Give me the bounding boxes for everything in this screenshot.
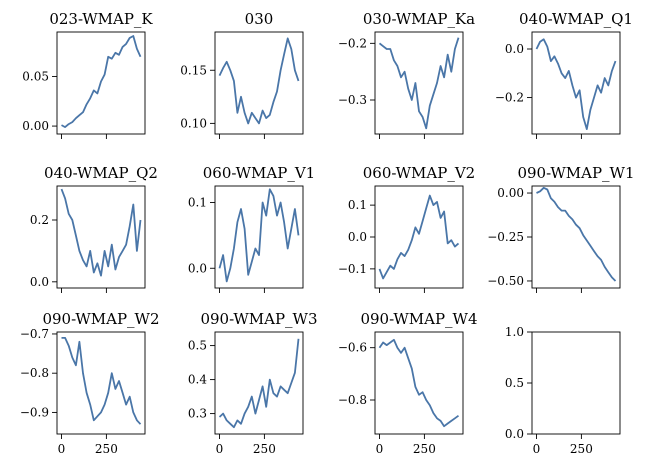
subplot-10: 090-WMAP_W3 0.3 0.4 0.5 0 250 [188, 310, 318, 456]
y-tick-label: 1.0 [505, 325, 524, 339]
axes-frame [531, 331, 621, 435]
y-tick-label: 0.4 [188, 373, 207, 387]
y-tick-label: −0.25 [487, 230, 524, 244]
y-tick-label: −0.8 [20, 366, 49, 380]
subplot-1: 023-WMAP_K 0.00 0.05 [22, 10, 153, 139]
x-tick-label: 0 [58, 442, 66, 456]
y-tick-label: 0.0 [30, 275, 49, 289]
y-tick-label: −0.8 [338, 393, 367, 407]
series-line [60, 188, 142, 277]
subplot-title: 040-WMAP_Q1 [519, 10, 633, 28]
y-tick-label: 0.0 [505, 42, 524, 56]
series-line [378, 338, 460, 428]
axes-frame [374, 331, 464, 435]
y-tick-label: 0.05 [22, 70, 49, 84]
y-tick-label: −0.2 [338, 36, 367, 50]
subplot-9: 090-WMAP_W2 −0.9 −0.8 −0.7 0 250 [20, 310, 160, 456]
series-line [378, 37, 460, 130]
axes-frame [531, 185, 621, 289]
axes-frame [56, 185, 146, 289]
y-tick-label: −0.6 [338, 341, 367, 355]
subplot-title: 030-WMAP_Ka [363, 10, 475, 28]
axes-frame [214, 31, 304, 135]
axes-frame [214, 185, 304, 289]
subplot-title: 090-WMAP_W1 [517, 164, 634, 182]
x-tick-label: 250 [253, 442, 276, 456]
subplot-11: 090-WMAP_W4 −0.8 −0.6 0 250 [338, 310, 478, 456]
subplot-5: 040-WMAP_Q2 0.0 0.2 [30, 164, 158, 293]
subplot-7: 060-WMAP_V2 −0.1 0.0 0.1 [338, 164, 475, 293]
subplot-title: 090-WMAP_W4 [360, 310, 477, 328]
x-tick-label: 250 [413, 442, 436, 456]
subplot-6: 060-WMAP_V1 0.0 0.1 [188, 164, 315, 293]
axes-frame [374, 31, 464, 135]
y-tick-label: 0.0 [505, 427, 524, 441]
y-tick-label: 0.5 [188, 339, 207, 353]
y-tick-label: 0.3 [188, 407, 207, 421]
series-line [378, 194, 460, 280]
subplot-title: 090-WMAP_W2 [42, 310, 159, 328]
subplot-title: 090-WMAP_W3 [200, 310, 317, 328]
x-tick-label: 250 [570, 442, 593, 456]
subplot-title: 040-WMAP_Q2 [44, 164, 158, 182]
series-line [218, 338, 300, 429]
x-tick-label: 0 [216, 442, 224, 456]
x-tick-label: 0 [376, 442, 384, 456]
y-tick-label: −0.9 [20, 405, 49, 419]
axes-frame [56, 331, 146, 435]
subplot-2: 030 0.10 0.15 [180, 10, 304, 139]
y-tick-label: −0.2 [495, 91, 524, 105]
y-tick-label: −0.3 [338, 93, 367, 107]
y-tick-label: 0.1 [188, 195, 207, 209]
axes-frame [531, 31, 621, 135]
y-tick-label: 0.1 [348, 198, 367, 212]
axes-frame [56, 31, 146, 135]
y-tick-label: −0.7 [20, 327, 49, 341]
y-tick-label: 0.00 [497, 186, 524, 200]
y-tick-label: 0.5 [505, 376, 524, 390]
series-line [61, 337, 142, 425]
series-line [536, 186, 617, 282]
subplot-3: 030-WMAP_Ka −0.3 −0.2 [338, 10, 475, 139]
y-tick-label: 0.0 [188, 261, 207, 275]
y-tick-label: −0.1 [338, 262, 367, 276]
subplot-8: 090-WMAP_W1 −0.50 −0.25 0.00 [487, 164, 635, 293]
axes-frame [374, 185, 464, 289]
y-tick-label: 0.00 [22, 119, 49, 133]
subplot-title: 060-WMAP_V1 [203, 164, 315, 182]
y-tick-label: −0.50 [487, 274, 524, 288]
subplot-title: 030 [245, 10, 274, 28]
y-tick-label: 0.0 [348, 230, 367, 244]
subplot-title: 060-WMAP_V2 [363, 164, 475, 182]
series-line [218, 37, 300, 125]
y-tick-label: 0.15 [180, 63, 207, 77]
series-line [535, 38, 617, 130]
subplot-title: 023-WMAP_K [49, 10, 153, 28]
series-line [218, 188, 300, 283]
axes-frame [214, 331, 304, 435]
series-line [61, 35, 142, 128]
y-tick-label: 0.10 [180, 116, 207, 130]
x-tick-label: 0 [533, 442, 541, 456]
subplot-12: 0.0 0.5 1.0 0 250 [505, 325, 621, 456]
y-tick-label: 0.2 [30, 213, 49, 227]
subplot-4: 040-WMAP_Q1 −0.2 0.0 [495, 10, 633, 139]
x-tick-label: 250 [95, 442, 118, 456]
